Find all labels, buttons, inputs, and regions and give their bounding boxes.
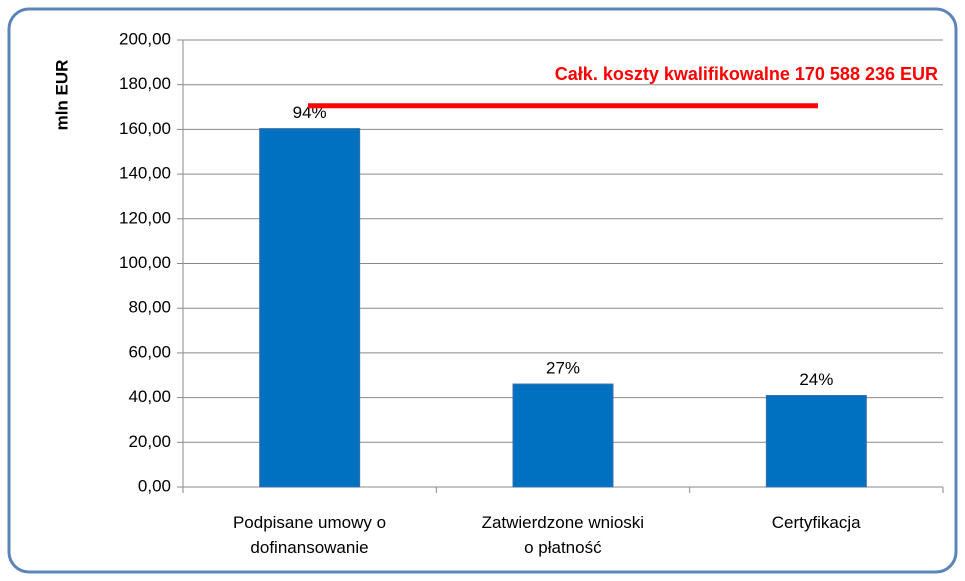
y-tick-label: 40,00 (128, 387, 171, 406)
y-tick-label: 200,00 (119, 29, 171, 48)
bar-label: 27% (546, 359, 580, 378)
x-tick-label: Podpisane umowy o dofinansowanie (232, 513, 387, 557)
y-tick-label: 160,00 (119, 119, 171, 138)
bar (512, 383, 614, 488)
x-tick-label: Certyfikacja (771, 513, 861, 532)
y-tick-label: 140,00 (119, 164, 171, 183)
x-tick-label: Zatwierdzone wnioski o płatność (481, 513, 645, 557)
reference-label: Całk. koszty kwalifikowalne 170 588 236 … (555, 64, 938, 84)
bar-label: 24% (799, 370, 833, 389)
y-axis-label: mln EUR (52, 60, 71, 131)
chart-frame (7, 7, 958, 574)
y-tick-label: 100,00 (119, 253, 171, 272)
y-tick-label: 0,00 (138, 476, 171, 495)
y-tick-label: 180,00 (119, 74, 171, 93)
bar (765, 394, 867, 488)
y-tick-label: 80,00 (128, 298, 171, 317)
y-tick-label: 60,00 (128, 342, 171, 361)
y-tick-label: 20,00 (128, 432, 171, 451)
y-tick-label: 120,00 (119, 208, 171, 227)
bar (259, 128, 361, 488)
